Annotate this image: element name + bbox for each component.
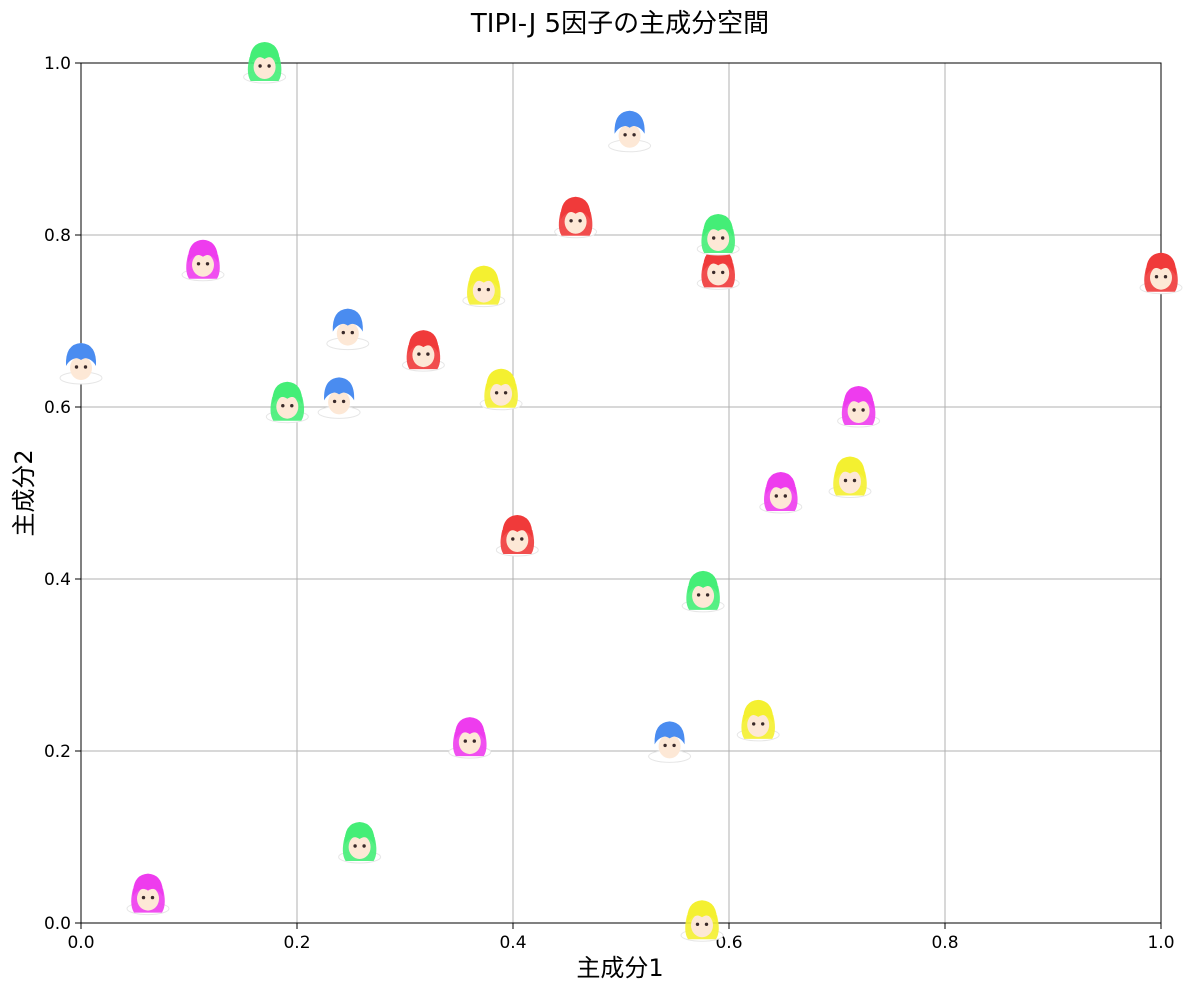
x-tick-label: 0.4 [499, 933, 526, 953]
y-tick-label: 1.0 [44, 54, 71, 74]
data-point-avatar [265, 381, 309, 424]
data-point-avatar [59, 343, 103, 385]
x-tick-label: 1.0 [1147, 933, 1174, 953]
data-point-avatar [181, 239, 225, 282]
data-point-avatar [338, 822, 382, 864]
data-point-avatar [696, 214, 740, 256]
chart-title: TIPI-J 5因子の主成分空間 [470, 9, 769, 39]
plot-frame [80, 62, 1162, 924]
data-point-avatar [462, 265, 506, 308]
data-point-avatar [554, 196, 598, 239]
x-tick-label: 0.2 [283, 933, 310, 953]
data-point-avatar [736, 699, 780, 742]
data-point-avatar [681, 570, 725, 613]
grid-lines [80, 62, 1162, 924]
data-point-avatar [608, 110, 652, 153]
data-point-avatar [680, 900, 724, 942]
data-point-avatar [126, 873, 170, 916]
y-tick-label: 0.0 [44, 914, 71, 934]
x-axis-label: 主成分1 [576, 954, 663, 982]
data-point-avatar [317, 377, 361, 419]
data-point-avatar [648, 721, 692, 763]
y-tick-label: 0.4 [44, 570, 71, 590]
data-point-avatar [828, 456, 872, 498]
data-point-avatar [448, 717, 492, 759]
data-point-avatar [326, 308, 370, 351]
data-point-avatar [243, 42, 287, 84]
y-tick-label: 0.2 [44, 742, 71, 762]
data-point-avatar [401, 330, 445, 372]
y-tick-label: 0.8 [44, 226, 71, 246]
y-axis-label: 主成分2 [10, 449, 38, 536]
data-point-avatar [479, 368, 523, 411]
x-tick-label: 0.6 [715, 933, 742, 953]
data-point-avatar [837, 386, 881, 428]
data-point-avatar [1139, 252, 1183, 295]
data-points [59, 42, 1183, 942]
data-point-avatar [495, 515, 539, 557]
data-point-avatar [759, 472, 803, 514]
x-tick-label: 0.0 [67, 933, 94, 953]
x-tick-label: 0.8 [931, 933, 958, 953]
axis-ticks: 0.0 0.2 0.4 0.6 0.8 1.0 0.0 0.2 0.4 0.6 0.8 1.0 [44, 54, 1175, 953]
y-tick-label: 0.6 [44, 398, 71, 418]
